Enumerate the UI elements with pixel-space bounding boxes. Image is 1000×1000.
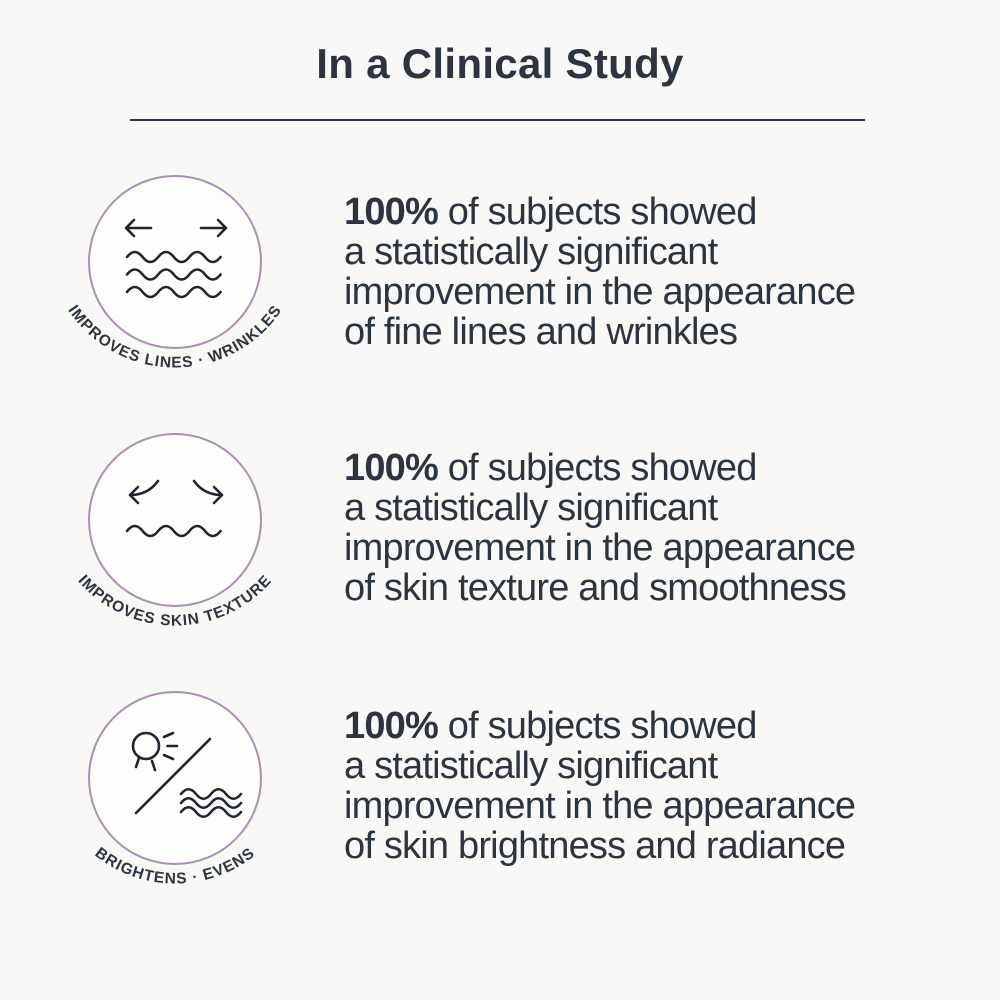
svg-text:IMPROVES SKIN TEXTURE: IMPROVES SKIN TEXTURE: [75, 572, 276, 630]
svg-text:BRIGHTENS · EVENS: BRIGHTENS · EVENS: [92, 844, 258, 887]
svg-text:IMPROVES LINES · WRINKLES: IMPROVES LINES · WRINKLES: [65, 302, 286, 371]
